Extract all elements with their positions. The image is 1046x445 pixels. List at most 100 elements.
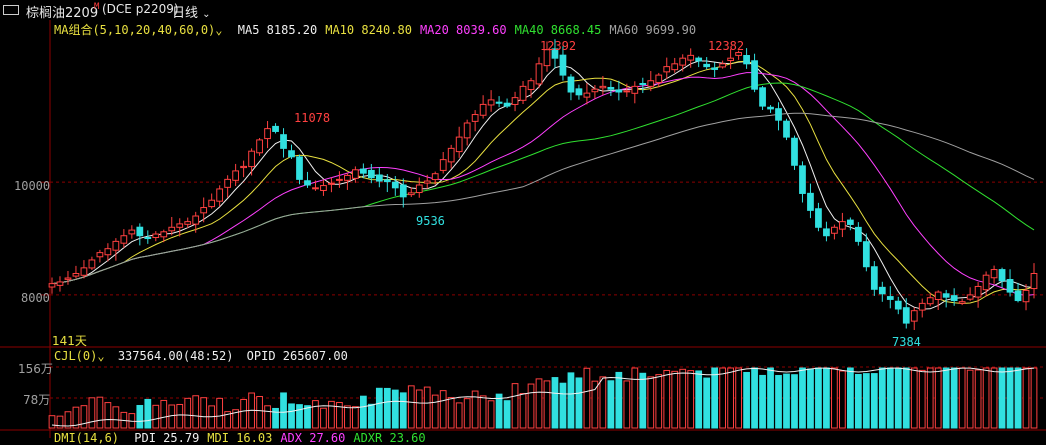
title-bar: 棕榈油2209 M (DCE p2209) 日线 ⌄ <box>0 0 1046 21</box>
volume-bar-22 <box>224 411 232 429</box>
volume-bar-78 <box>671 370 679 429</box>
candle-body-64 <box>559 54 567 76</box>
volume-bar-95 <box>807 368 814 429</box>
volume-bar-0 <box>48 415 56 429</box>
symbol-name[interactable]: 棕榈油2209 <box>26 6 99 21</box>
candle-body-37 <box>344 174 351 181</box>
volume-bar-7 <box>104 402 112 429</box>
volume-bar-80 <box>687 370 695 429</box>
volume-bar-4 <box>80 405 88 429</box>
volume-bar-18 <box>192 395 200 429</box>
volume-bar-42 <box>383 387 391 429</box>
ma-legend-title[interactable]: MA组合(5,10,20,40,60,0) <box>54 23 216 37</box>
volume-bar-35 <box>328 400 335 429</box>
candle-body-90 <box>767 106 774 110</box>
price-axis-label-10000: 10000 <box>14 179 51 193</box>
candle-body-57 <box>503 102 511 107</box>
candle-body-109 <box>918 302 926 311</box>
ma-legend: MA组合(5,10,20,40,60,0)⌄ MA5 8185.20 MA10 8… <box>54 21 696 38</box>
candle-body-34 <box>320 185 327 191</box>
volume-bar-29 <box>280 392 287 429</box>
candle-body-89 <box>759 87 766 107</box>
ma5-line <box>51 60 1035 310</box>
candle-body-6 <box>96 252 104 258</box>
volume-bar-107 <box>902 367 910 429</box>
candle-body-2 <box>64 277 72 280</box>
volume-bar-14 <box>160 399 168 429</box>
volume-bar-27 <box>264 405 271 429</box>
candle-body-102 <box>862 241 870 268</box>
window-icon[interactable] <box>3 5 19 15</box>
candle-body-52 <box>463 122 471 139</box>
volume-legend: CJL(0)⌄ 337564.00(48:52) OPID 265607.00 <box>54 349 348 363</box>
dmi-legend-item-1: MDI 16.03 <box>207 431 273 445</box>
candle-body-101 <box>854 226 862 242</box>
dmi-legend-item-2: ADX 27.60 <box>280 431 346 445</box>
candle-body-59 <box>519 85 527 101</box>
candle-body-46 <box>415 184 423 194</box>
candle-body-78 <box>671 63 679 71</box>
volume-bar-47 <box>423 386 431 429</box>
volume-bar-57 <box>503 400 511 429</box>
volume-bar-81 <box>695 370 703 429</box>
candle-body-66 <box>575 88 583 96</box>
dmi-legend-item-0: PDI 25.79 <box>134 431 200 445</box>
candle-body-70 <box>607 86 615 90</box>
volume-bar-11 <box>136 404 144 429</box>
candle-body-121 <box>1014 290 1022 302</box>
candle-body-50 <box>447 147 455 163</box>
volume-bar-116 <box>974 369 982 429</box>
candle-body-28 <box>272 125 279 132</box>
ma-legend-item-2: MA20 8039.60 <box>419 23 507 37</box>
volume-bar-93 <box>791 374 798 429</box>
candle-body-104 <box>878 286 886 295</box>
candle-body-122 <box>1022 289 1030 303</box>
volume-bar-30 <box>288 403 295 429</box>
volume-bar-48 <box>431 394 439 429</box>
price-label-low1: 9536 <box>416 214 445 228</box>
candle-body-92 <box>783 120 790 138</box>
period-select[interactable]: 日线 ⌄ <box>172 2 211 21</box>
volume-axis-label-156: 156万 <box>18 362 53 376</box>
volume-bar-53 <box>471 390 479 429</box>
volume-bar-28 <box>272 407 279 429</box>
candle-body-21 <box>216 188 224 202</box>
candle-body-49 <box>439 159 447 171</box>
volume-bar-89 <box>759 374 766 429</box>
candle-body-24 <box>240 165 247 169</box>
volume-bar-6 <box>96 396 104 429</box>
volume-bar-19 <box>200 397 208 429</box>
ma60-line <box>51 112 1035 285</box>
candle-body-119 <box>998 269 1006 282</box>
volume-bar-70 <box>607 380 615 429</box>
volume-bar-66 <box>575 377 583 429</box>
candle-body-81 <box>695 57 703 62</box>
candle-body-39 <box>359 168 367 174</box>
volume-bar-56 <box>495 393 503 429</box>
candle-body-56 <box>495 101 503 104</box>
volume-bar-43 <box>391 389 399 429</box>
candle-body-54 <box>479 103 487 116</box>
volume-bar-36 <box>336 401 343 429</box>
candle-body-43 <box>391 181 399 189</box>
volume-bar-114 <box>958 367 966 429</box>
volume-bar-91 <box>775 375 782 429</box>
bar-count-label: 141天 <box>52 334 87 348</box>
volume-bar-76 <box>655 374 663 429</box>
candle-body-4 <box>80 267 88 276</box>
volume-bar-90 <box>767 367 774 429</box>
candle-body-123 <box>1030 272 1038 290</box>
volume-bar-65 <box>567 372 575 429</box>
dmi-legend-title[interactable]: DMI(14,6) <box>54 431 120 445</box>
period-label: 日线 <box>172 6 199 21</box>
volume-bar-73 <box>631 367 639 429</box>
volume-bar-110 <box>926 367 934 429</box>
volume-bar-101 <box>854 373 862 429</box>
candle-body-65 <box>567 76 575 93</box>
volume-bar-119 <box>998 367 1006 429</box>
ma-legend-item-1: MA10 8240.80 <box>325 23 412 37</box>
candle-body-44 <box>399 184 407 198</box>
candle-body-117 <box>982 274 990 291</box>
volume-legend-title[interactable]: CJL(0) <box>54 349 98 363</box>
